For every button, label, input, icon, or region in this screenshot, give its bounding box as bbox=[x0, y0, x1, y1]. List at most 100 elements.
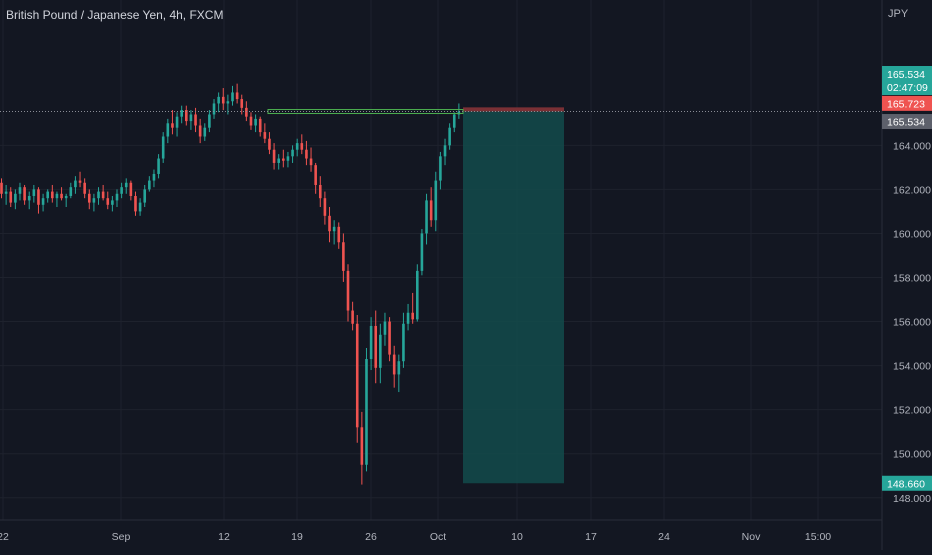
candle-body bbox=[0, 182, 3, 194]
candle bbox=[87, 189, 91, 210]
candle bbox=[448, 123, 451, 150]
candle bbox=[392, 345, 396, 388]
candle bbox=[221, 88, 225, 111]
candle bbox=[0, 178, 3, 199]
y-tick-label: 156.000 bbox=[893, 317, 931, 329]
candle bbox=[217, 92, 220, 113]
candle bbox=[175, 112, 179, 137]
candle bbox=[83, 178, 86, 199]
candle-body bbox=[277, 158, 280, 163]
candle-body bbox=[397, 361, 401, 375]
y-tick-label: 164.000 bbox=[893, 140, 931, 152]
candle-body bbox=[4, 191, 8, 194]
candle-body bbox=[60, 193, 63, 199]
candle-body bbox=[272, 149, 276, 163]
candle bbox=[60, 187, 63, 201]
candle bbox=[235, 83, 239, 104]
candle bbox=[185, 105, 188, 126]
candle-body bbox=[55, 193, 59, 199]
candle bbox=[263, 123, 267, 144]
candle bbox=[337, 222, 341, 249]
candle bbox=[78, 171, 82, 188]
candle bbox=[208, 110, 211, 133]
candle-body bbox=[388, 321, 391, 355]
candle-body bbox=[111, 200, 114, 205]
candle-body bbox=[328, 215, 331, 232]
candle-body bbox=[46, 191, 49, 199]
candle-body bbox=[406, 312, 410, 324]
candle bbox=[14, 189, 17, 210]
price-axis[interactable]: 148.000 150.000 152.000 154.000 156.000 158.0… bbox=[881, 0, 931, 550]
candle bbox=[226, 94, 230, 115]
candle-body bbox=[9, 191, 13, 203]
candle-body bbox=[69, 187, 73, 196]
candle bbox=[425, 193, 428, 245]
candle bbox=[32, 184, 36, 203]
x-tick-label: 26 bbox=[365, 531, 377, 543]
candle-body bbox=[314, 165, 317, 185]
candle-body bbox=[226, 101, 230, 104]
candle-body bbox=[235, 92, 239, 100]
candle bbox=[309, 147, 313, 172]
candle-body bbox=[143, 189, 147, 203]
candle-body bbox=[185, 110, 188, 122]
candle-body bbox=[305, 149, 308, 159]
overlays bbox=[0, 109, 882, 115]
candle bbox=[439, 151, 442, 190]
candle bbox=[332, 220, 336, 245]
candle-body bbox=[263, 132, 267, 139]
target-price-label: 148.660 bbox=[887, 478, 925, 490]
x-tick-label: 12 bbox=[218, 531, 230, 543]
x-tick-label: 24 bbox=[658, 531, 670, 543]
candle bbox=[138, 198, 142, 216]
y-tick-label: 162.000 bbox=[893, 184, 931, 196]
candle bbox=[74, 176, 77, 194]
candle bbox=[55, 191, 59, 208]
position-zones bbox=[463, 107, 564, 484]
candle bbox=[291, 145, 294, 163]
candle-body bbox=[166, 123, 170, 137]
candle-body bbox=[434, 180, 438, 221]
x-tick-label: Sep bbox=[112, 531, 131, 543]
candle-body bbox=[161, 136, 165, 159]
candle bbox=[212, 99, 216, 119]
candle bbox=[101, 184, 105, 201]
candle-body bbox=[208, 114, 211, 128]
grid bbox=[0, 0, 882, 520]
candle-body bbox=[32, 189, 36, 196]
candle bbox=[360, 411, 364, 485]
candle bbox=[420, 229, 424, 276]
candle bbox=[295, 138, 299, 157]
candle bbox=[134, 191, 137, 216]
candle-body bbox=[97, 191, 100, 199]
stop-price-label: 165.723 bbox=[887, 98, 925, 110]
candle bbox=[152, 169, 156, 188]
symbol-title[interactable]: British Pound / Japanese Yen, 4h, FXCM bbox=[6, 8, 224, 22]
candle bbox=[383, 312, 387, 346]
candle-body bbox=[134, 195, 137, 212]
candle-body bbox=[115, 193, 119, 201]
candle bbox=[64, 193, 68, 208]
candle bbox=[416, 264, 419, 322]
candle-body bbox=[439, 156, 442, 181]
candle bbox=[92, 193, 96, 212]
candle-body bbox=[87, 193, 91, 203]
candle-body bbox=[374, 325, 378, 368]
candle bbox=[18, 182, 22, 201]
candle-body bbox=[282, 158, 285, 161]
candle-body bbox=[342, 242, 345, 271]
entry-price-label-bg bbox=[882, 114, 932, 130]
candle bbox=[452, 112, 456, 133]
candle-body bbox=[41, 198, 45, 205]
candle-body bbox=[254, 118, 257, 126]
candle bbox=[314, 162, 317, 194]
candle-body bbox=[416, 270, 419, 320]
candle-body bbox=[411, 312, 414, 320]
candle bbox=[124, 178, 128, 194]
candle bbox=[120, 182, 123, 199]
candle bbox=[23, 184, 26, 205]
time-axis[interactable]: 22 Sep 12 19 26 Oct 10 17 24 Nov 15:00 bbox=[0, 519, 882, 543]
